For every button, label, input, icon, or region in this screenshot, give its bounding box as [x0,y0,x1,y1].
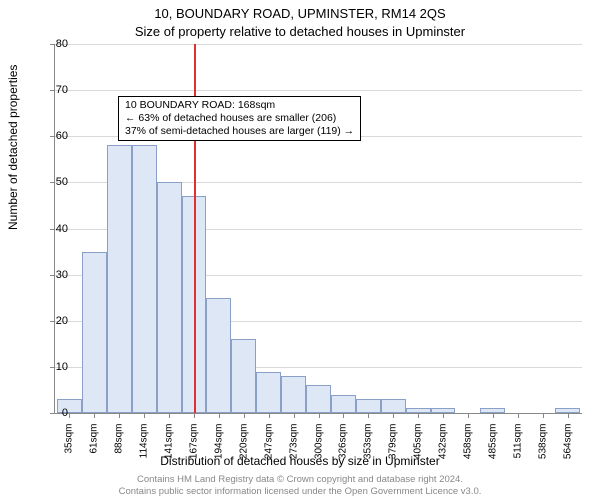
xtick-mark [69,413,70,418]
chart-container: 10, BOUNDARY ROAD, UPMINSTER, RM14 2QS S… [0,0,600,500]
xtick-mark [119,413,120,418]
xtick-mark [219,413,220,418]
histogram-bar [157,182,182,413]
xtick-mark [518,413,519,418]
histogram-bar [107,145,132,413]
histogram-bar [231,339,256,413]
xtick-mark [368,413,369,418]
footer-line1: Contains HM Land Registry data © Crown c… [0,474,600,485]
xtick-mark [443,413,444,418]
ytick-label: 60 [28,130,68,142]
ytick-label: 40 [28,223,68,235]
xtick-mark [543,413,544,418]
xtick-mark [343,413,344,418]
xtick-mark [568,413,569,418]
histogram-bar [281,376,306,413]
xtick-mark [393,413,394,418]
chart-title-address: 10, BOUNDARY ROAD, UPMINSTER, RM14 2QS [0,6,600,21]
xtick-mark [319,413,320,418]
histogram-bar [206,298,231,413]
xtick-mark [418,413,419,418]
histogram-bar [381,399,406,413]
x-axis-label: Distribution of detached houses by size … [0,454,600,468]
ytick-label: 0 [28,407,68,419]
ytick-label: 80 [28,38,68,50]
annotation-box: 10 BOUNDARY ROAD: 168sqm ← 63% of detach… [118,96,361,141]
annotation-line1: 10 BOUNDARY ROAD: 168sqm [125,99,354,112]
gridline [55,44,582,45]
xtick-mark [169,413,170,418]
gridline [55,90,582,91]
histogram-bar [256,372,281,414]
ytick-label: 50 [28,176,68,188]
plot-area: 35sqm61sqm88sqm114sqm141sqm167sqm194sqm2… [54,44,582,414]
xtick-mark [144,413,145,418]
footer-line2: Contains public sector information licen… [0,486,600,497]
ytick-label: 20 [28,315,68,327]
xtick-mark [468,413,469,418]
ytick-label: 70 [28,84,68,96]
xtick-mark [269,413,270,418]
xtick-mark [493,413,494,418]
annotation-line2: ← 63% of detached houses are smaller (20… [125,112,354,125]
histogram-bar [132,145,157,413]
histogram-bar [82,252,107,413]
histogram-bar [356,399,381,413]
footer-attribution: Contains HM Land Registry data © Crown c… [0,474,600,497]
histogram-bar [331,395,356,413]
xtick-mark [244,413,245,418]
histogram-bar [306,385,331,413]
y-axis-label: Number of detached properties [6,65,20,230]
ytick-label: 30 [28,269,68,281]
xtick-mark [294,413,295,418]
annotation-line3: 37% of semi-detached houses are larger (… [125,125,354,138]
chart-title-sub: Size of property relative to detached ho… [0,24,600,39]
xtick-mark [194,413,195,418]
ytick-label: 10 [28,361,68,373]
xtick-mark [94,413,95,418]
